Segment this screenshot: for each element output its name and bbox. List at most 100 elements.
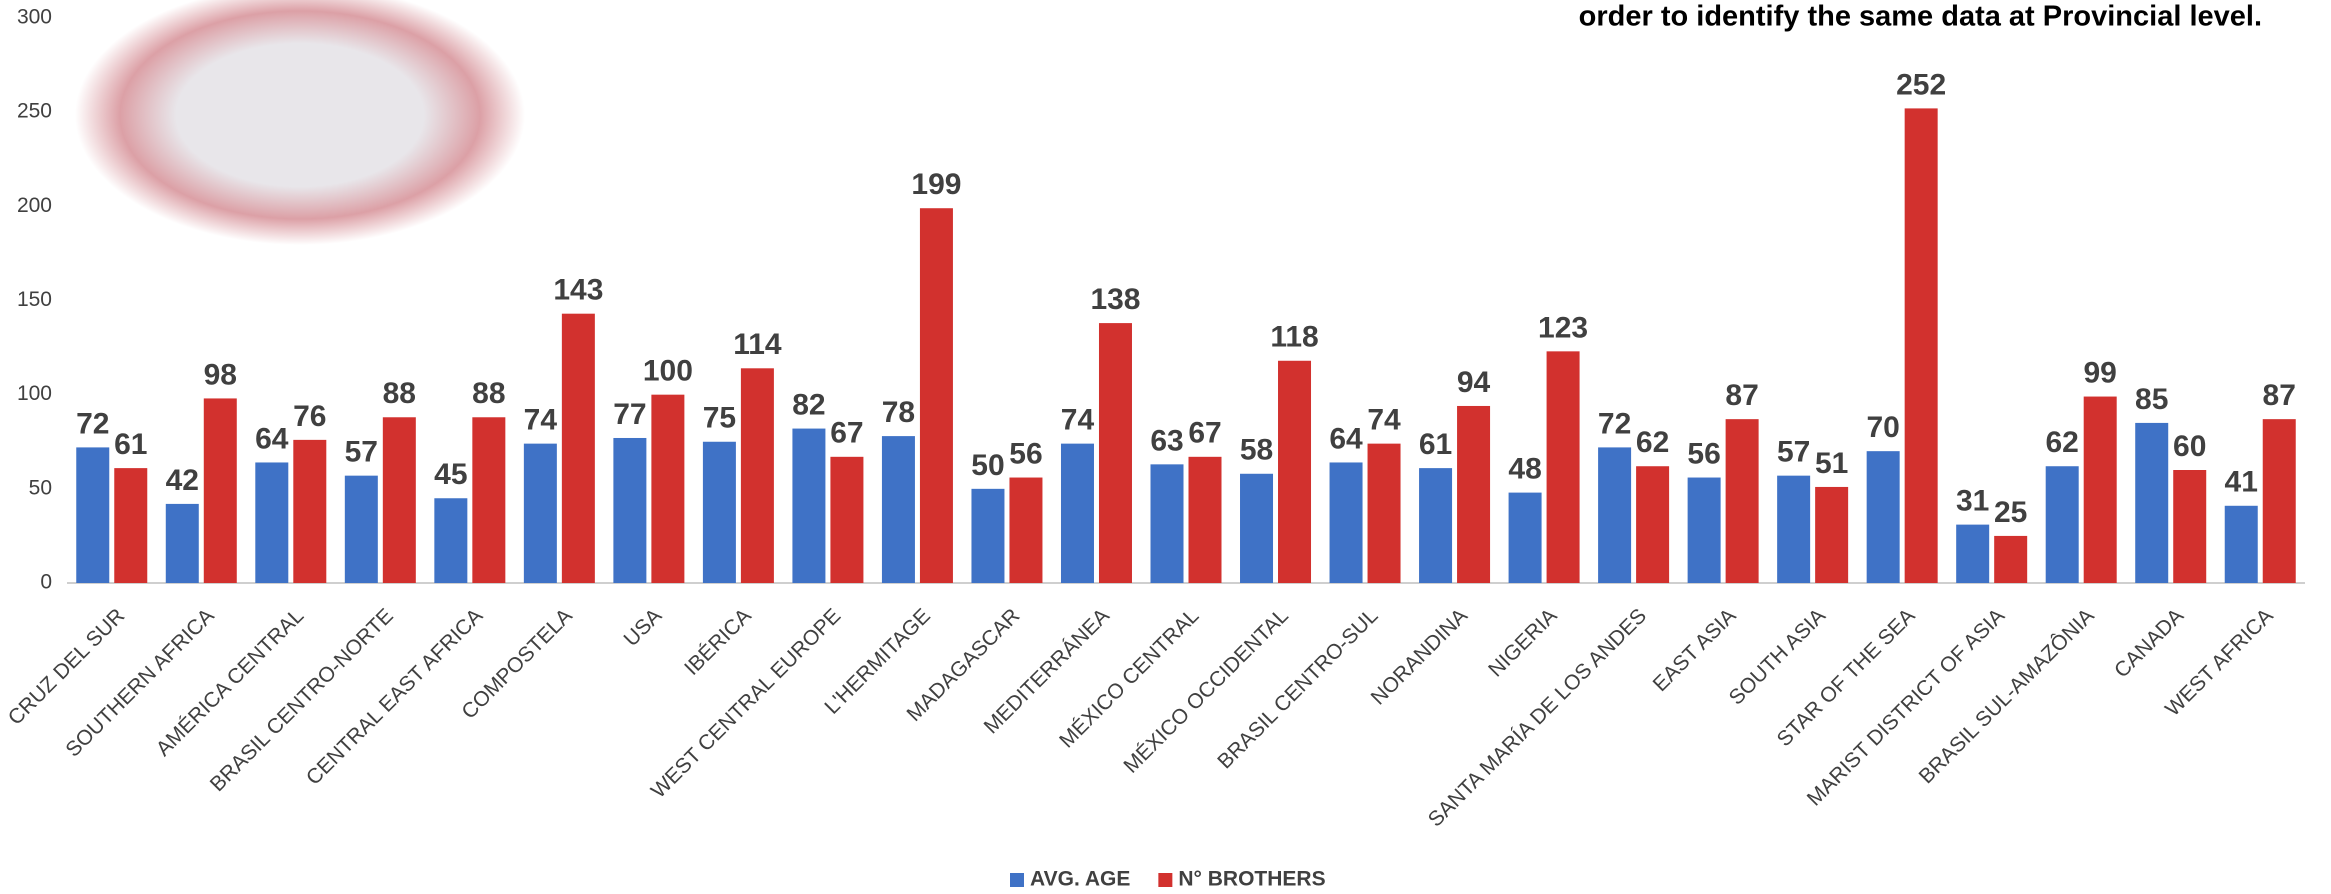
y-tick-label: 150: [17, 288, 52, 311]
bar: [1994, 535, 2028, 583]
bar: [830, 456, 864, 583]
bar: [971, 488, 1005, 583]
bar: [919, 208, 953, 583]
data-label: 123: [1538, 311, 1588, 344]
data-label: 56: [1009, 437, 1042, 470]
x-tick-label: BRASIL CENTRO-NORTE: [206, 604, 398, 796]
data-label: 42: [166, 464, 199, 497]
bar: [2045, 466, 2079, 583]
data-label: 114: [733, 328, 782, 361]
y-tick-label: 0: [40, 571, 52, 594]
bar: [203, 398, 237, 583]
bar: [1240, 473, 1274, 583]
legend-label: AVG. AGE: [1030, 868, 1130, 891]
data-label: 100: [643, 355, 693, 388]
bar: [1636, 466, 1670, 583]
bar: [344, 475, 378, 583]
bar: [293, 439, 327, 583]
legend-swatch: [1158, 873, 1173, 887]
data-label: 62: [2046, 426, 2079, 459]
data-label: 77: [613, 398, 646, 431]
bar: [1687, 477, 1721, 583]
annotation: order to identify the same data at Provi…: [1579, 1, 2262, 33]
bar: [1904, 108, 1938, 584]
x-tick-label: NIGERIA: [1484, 604, 1561, 681]
data-label: 64: [255, 422, 289, 455]
y-tick-label: 100: [17, 382, 52, 405]
data-label: 74: [1061, 404, 1095, 437]
data-label: 50: [971, 449, 1004, 482]
data-label: 70: [1866, 411, 1899, 444]
bar: [2173, 470, 2207, 583]
data-label: 94: [1457, 366, 1491, 399]
data-label: 143: [553, 274, 603, 307]
bar: [651, 394, 685, 583]
data-label: 74: [1367, 404, 1401, 437]
legend-swatch: [1010, 873, 1024, 887]
bar: [1329, 462, 1363, 583]
bar: [1725, 419, 1759, 583]
bar: [2224, 505, 2258, 583]
bar: [2135, 422, 2169, 583]
data-label: 67: [830, 417, 863, 450]
data-label: 41: [2225, 466, 2258, 499]
data-label: 60: [2173, 430, 2206, 463]
data-label: 72: [76, 407, 109, 440]
bar: [1150, 464, 1184, 583]
bar: [2262, 419, 2296, 583]
x-tick-label: AMÉRICA CENTRAL: [152, 604, 309, 761]
data-label: 88: [383, 377, 416, 410]
data-label: 252: [1896, 68, 1946, 101]
bar: [523, 443, 557, 583]
bar: [1278, 360, 1312, 583]
bar: [740, 368, 774, 583]
bar: [1009, 477, 1043, 583]
data-label: 62: [1636, 426, 1669, 459]
data-label: 87: [2263, 379, 2296, 412]
x-tick-label: USA: [620, 604, 667, 651]
bar: [1098, 323, 1132, 583]
data-label: 118: [1270, 321, 1318, 354]
bar: [76, 447, 110, 583]
bar: [382, 417, 416, 583]
data-label: 74: [524, 404, 558, 437]
bar: [472, 417, 506, 583]
data-label: 82: [792, 388, 825, 421]
bar: [1367, 443, 1401, 583]
data-label: 76: [293, 400, 326, 433]
data-label: 58: [1240, 434, 1273, 467]
bar: [1598, 447, 1632, 583]
x-tick-label: EAST ASIA: [1649, 604, 1741, 696]
x-tick-label: CANADA: [2110, 604, 2188, 682]
data-label: 48: [1508, 453, 1541, 486]
bar: [2083, 396, 2117, 583]
x-tick-label: NORANDINA: [1367, 604, 1472, 709]
y-tick-label: 200: [17, 194, 52, 217]
x-tick-label: SOUTHERN AFRICA: [61, 604, 218, 761]
data-label: 25: [1994, 496, 2027, 529]
x-tick-label: BRASIL SUL-AMAZÔNIA: [1915, 604, 2099, 788]
bar: [1815, 486, 1849, 583]
data-label: 31: [1956, 485, 1989, 518]
bar: [1866, 451, 1900, 583]
y-tick-label: 300: [17, 6, 52, 29]
data-label: 98: [204, 358, 237, 391]
bar: [1956, 524, 1990, 583]
x-tick-label: WEST CENTRAL EUROPE: [647, 604, 846, 803]
legend-label: N° BROTHERS: [1178, 868, 1325, 891]
data-label: 56: [1687, 437, 1720, 470]
data-label: 85: [2135, 383, 2168, 416]
y-tick-label: 50: [29, 476, 52, 499]
bar: [792, 428, 826, 583]
x-tick-label: IBÉRICA: [680, 604, 756, 680]
bar: [1457, 405, 1491, 583]
data-label: 99: [2084, 356, 2117, 389]
bar: [114, 468, 148, 583]
data-label: 61: [114, 428, 147, 461]
bar: [434, 498, 468, 583]
data-label: 87: [1725, 379, 1758, 412]
bar: [1419, 468, 1453, 583]
data-label: 199: [911, 168, 961, 201]
bar: [165, 503, 199, 583]
